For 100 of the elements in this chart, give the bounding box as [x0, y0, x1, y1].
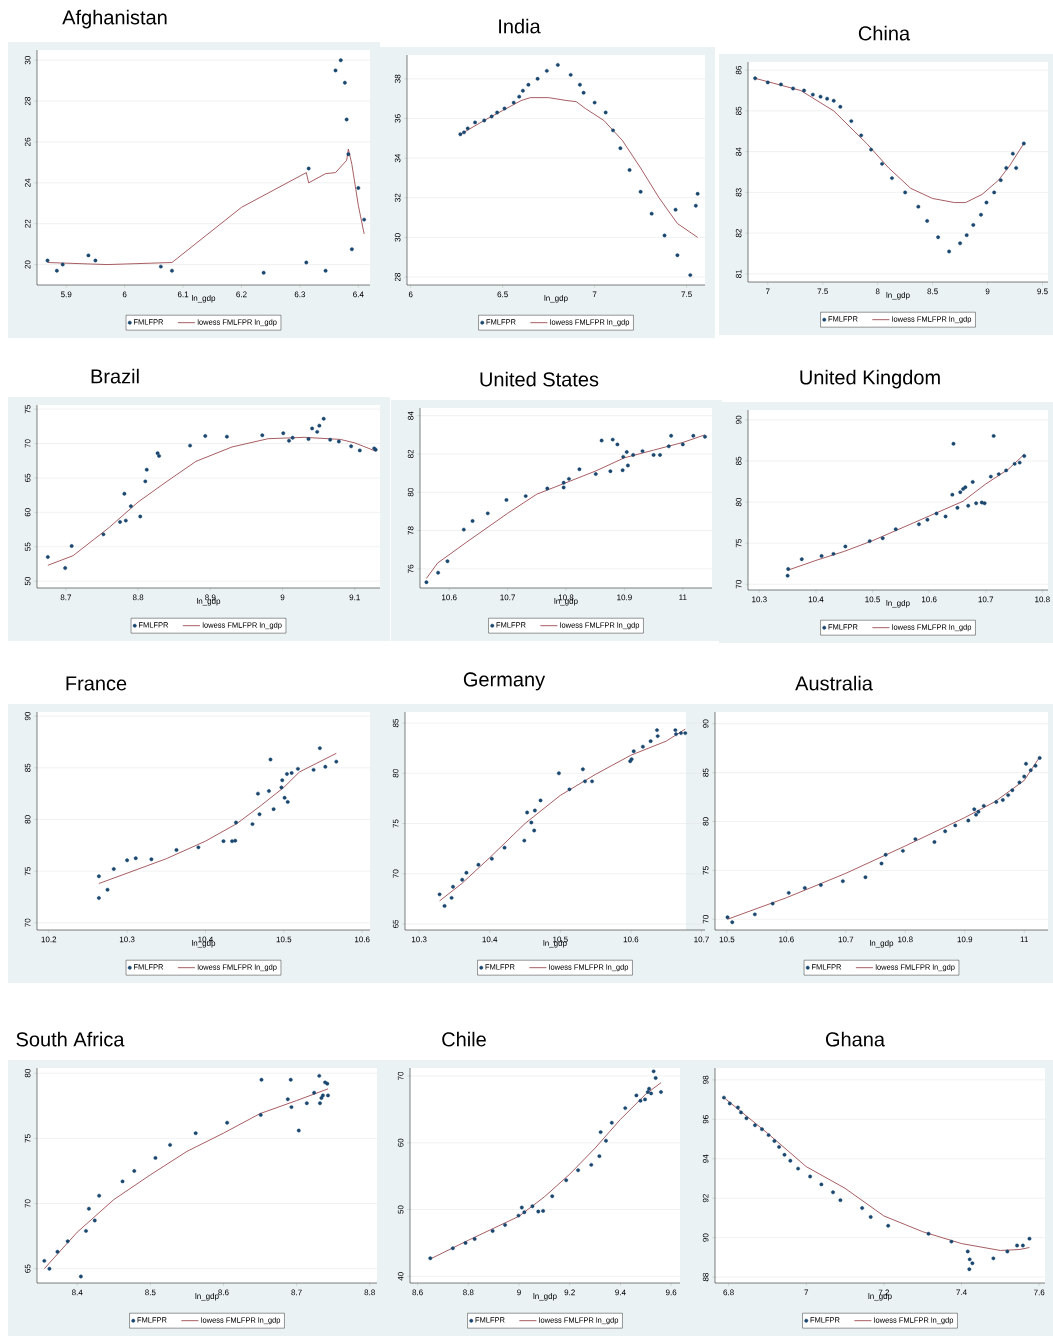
point	[1012, 461, 1017, 466]
point	[544, 68, 549, 73]
x-tick-label: 10.8	[1035, 596, 1050, 603]
point	[890, 176, 894, 181]
point	[42, 1258, 47, 1263]
y-tick-label: 88	[702, 1273, 709, 1282]
line-series	[754, 77, 1025, 203]
y-tick-label: 22	[24, 219, 31, 228]
y-tick-label: 65	[24, 473, 31, 482]
x-tick-label: 8.8	[463, 1289, 474, 1296]
point	[810, 92, 815, 97]
point	[843, 544, 848, 549]
point	[626, 463, 630, 468]
x-tick-label: 10.2	[41, 936, 57, 943]
y-tick-label: 75	[24, 1134, 31, 1143]
point	[545, 486, 550, 491]
point	[462, 130, 466, 135]
y-tick-label: 32	[394, 193, 401, 202]
point	[925, 517, 930, 522]
point	[321, 416, 326, 421]
point	[503, 1223, 507, 1227]
point	[362, 217, 367, 222]
point	[666, 444, 671, 449]
point	[982, 501, 987, 506]
point	[979, 500, 984, 505]
point	[917, 522, 921, 527]
point	[659, 1090, 663, 1094]
point	[760, 1127, 764, 1132]
point	[319, 1096, 324, 1100]
line-series	[439, 728, 686, 902]
point	[550, 1194, 555, 1199]
point	[979, 212, 983, 217]
y-tick-label: 50	[24, 576, 31, 586]
point	[893, 527, 898, 532]
point	[69, 544, 74, 548]
point	[511, 100, 516, 105]
x-tick-label: 9.2	[564, 1289, 575, 1296]
y-tick-label: 80	[407, 488, 414, 497]
x-tick-label: 8.8	[132, 594, 144, 601]
point	[974, 812, 978, 817]
point	[984, 200, 989, 205]
point	[168, 1142, 172, 1147]
point	[578, 82, 582, 87]
point	[868, 1215, 873, 1219]
point	[317, 1073, 322, 1078]
x-axis-title: ln_gdp	[192, 295, 216, 303]
point	[779, 82, 783, 87]
point	[592, 100, 597, 105]
x-tick-label: 8.7	[291, 1289, 302, 1296]
y-tick-label: 36	[394, 114, 401, 123]
point	[532, 808, 537, 813]
point	[972, 807, 977, 812]
point	[739, 1110, 743, 1115]
point	[849, 119, 854, 123]
y-tick-label: 76	[407, 564, 414, 573]
point	[886, 1223, 891, 1228]
point	[120, 1179, 125, 1184]
point	[279, 785, 284, 790]
point	[517, 94, 522, 99]
point	[304, 260, 309, 265]
point	[530, 1204, 535, 1209]
chart-title: United Kingdom	[800, 369, 940, 389]
point	[312, 1090, 317, 1095]
point	[123, 518, 128, 523]
point	[838, 104, 843, 109]
point	[451, 884, 455, 889]
y-tick-label: 28	[24, 97, 31, 106]
point	[133, 856, 138, 861]
point	[1004, 468, 1009, 473]
y-tick-label: 80	[735, 497, 742, 507]
point	[153, 1156, 158, 1160]
point	[610, 437, 615, 442]
point	[225, 434, 229, 439]
y-tick-label: 65	[24, 1264, 31, 1273]
line-series	[47, 148, 365, 265]
point	[736, 1105, 740, 1110]
point	[802, 88, 806, 93]
point	[831, 551, 836, 556]
x-tick-label: 8	[875, 288, 880, 295]
point	[1010, 788, 1015, 793]
point	[519, 1205, 524, 1210]
point	[502, 845, 507, 850]
point	[947, 249, 952, 254]
point	[577, 467, 582, 472]
point	[860, 1206, 865, 1210]
point	[306, 437, 311, 441]
point	[472, 1237, 477, 1241]
point	[608, 469, 613, 474]
point	[1010, 151, 1015, 156]
chart-title: Australia	[795, 675, 873, 691]
point	[840, 879, 845, 884]
point	[424, 580, 429, 585]
point	[673, 207, 678, 212]
point	[640, 449, 645, 453]
y-tick-label: 90	[702, 1233, 709, 1242]
x-tick-label: 7.6	[1034, 1289, 1045, 1296]
x-tick-label: 7.5	[817, 288, 828, 295]
y-tick-label: 90	[702, 719, 709, 728]
point	[970, 1261, 975, 1266]
point	[770, 901, 775, 906]
